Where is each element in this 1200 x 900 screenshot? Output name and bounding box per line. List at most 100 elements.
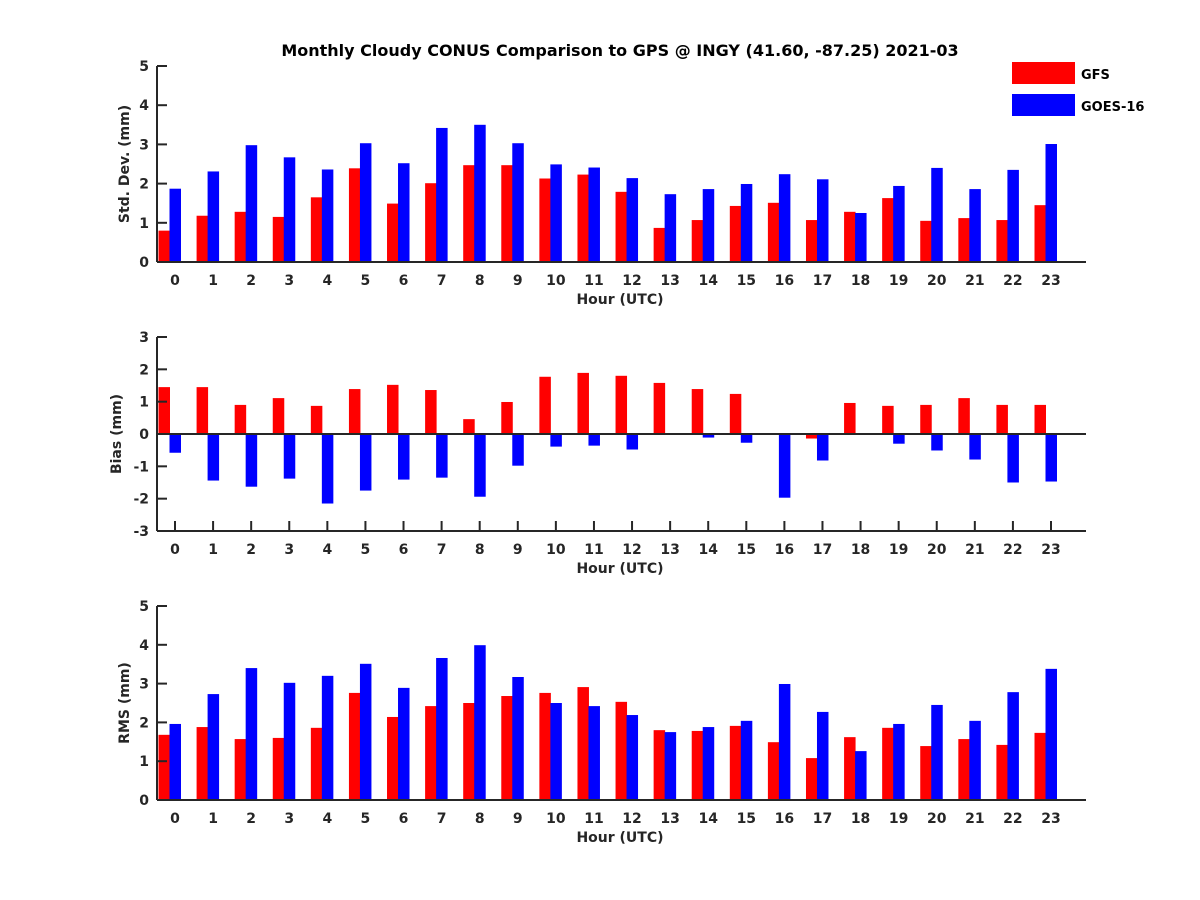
rms-ytick-label: 4 (139, 638, 149, 654)
bias-xtick-label: 5 (361, 542, 371, 558)
rms-xtick-label: 10 (546, 811, 566, 827)
bias-xtick-label: 14 (698, 542, 718, 558)
bar-rms-gfs-hour-10 (539, 692, 551, 800)
bar-rms-goes16-hour-14 (702, 727, 715, 800)
rms-ytick-label: 5 (139, 599, 149, 615)
bar-stddev-gfs-hour-12 (615, 191, 628, 262)
bar-bias-goes16-hour-14 (702, 434, 715, 438)
bar-stddev-goes16-hour-7 (436, 127, 448, 262)
bar-bias-goes16-hour-5 (359, 434, 372, 491)
bar-bias-gfs-hour-0 (158, 387, 170, 434)
bar-bias-gfs-hour-23 (1034, 404, 1046, 434)
bar-rms-goes16-hour-15 (740, 720, 753, 800)
bar-bias-gfs-hour-6 (387, 384, 399, 434)
bar-stddev-gfs-hour-18 (844, 211, 856, 262)
bar-bias-gfs-hour-17 (805, 434, 818, 439)
stddev-xtick-label: 3 (284, 273, 294, 289)
bias-ytick-label: 3 (139, 330, 149, 346)
rms-xtick-label: 19 (889, 811, 908, 827)
bar-rms-goes16-hour-5 (359, 663, 372, 800)
bar-rms-gfs-hour-2 (234, 739, 247, 800)
stddev-ytick-label: 5 (139, 59, 149, 75)
bar-rms-gfs-hour-18 (844, 737, 856, 800)
rms-xtick-label: 14 (698, 811, 718, 827)
bias-xtick-label: 17 (813, 542, 832, 558)
bar-rms-gfs-hour-23 (1034, 732, 1046, 800)
chart-title: Monthly Cloudy CONUS Comparison to GPS @… (281, 41, 958, 60)
stddev-ytick-label: 1 (139, 216, 149, 232)
bar-stddev-goes16-hour-11 (588, 167, 600, 262)
rms-xtick-label: 6 (399, 811, 409, 827)
bar-bias-goes16-hour-16 (778, 434, 791, 498)
stddev-xtick-label: 5 (361, 273, 371, 289)
rms-xtick-label: 9 (513, 811, 523, 827)
bar-rms-gfs-hour-16 (767, 742, 780, 800)
stddev-xtick-label: 1 (208, 273, 218, 289)
bias-xtick-label: 19 (889, 542, 908, 558)
bar-stddev-goes16-hour-22 (1007, 169, 1019, 262)
bias-xtick-label: 9 (513, 542, 523, 558)
rms-xtick-label: 0 (170, 811, 180, 827)
stddev-xtick-label: 13 (660, 273, 679, 289)
bar-rms-goes16-hour-19 (893, 723, 905, 800)
bias-xtick-label: 20 (927, 542, 947, 558)
bias-ytick-label: 1 (139, 395, 149, 411)
bias-ytick-label: -3 (133, 524, 149, 540)
bar-bias-goes16-hour-23 (1045, 434, 1057, 482)
bar-stddev-gfs-hour-5 (348, 168, 361, 262)
rms-xtick-label: 7 (437, 811, 447, 827)
bar-rms-goes16-hour-11 (588, 706, 600, 800)
rms-xtick-label: 4 (322, 811, 332, 827)
stddev-ytick-label: 0 (139, 255, 149, 271)
bar-rms-goes16-hour-9 (512, 677, 524, 800)
bar-stddev-goes16-hour-10 (550, 164, 562, 262)
bar-stddev-gfs-hour-9 (501, 165, 513, 262)
rms-xtick-label: 15 (737, 811, 756, 827)
bar-rms-gfs-hour-7 (425, 706, 437, 800)
bar-rms-gfs-hour-12 (615, 701, 628, 800)
bar-stddev-gfs-hour-11 (577, 174, 589, 262)
stddev-xtick-label: 9 (513, 273, 523, 289)
bar-rms-goes16-hour-3 (283, 682, 296, 800)
rms-ytick-label: 0 (139, 793, 149, 809)
bar-rms-gfs-hour-14 (691, 730, 704, 800)
bar-stddev-goes16-hour-23 (1045, 144, 1057, 262)
bar-bias-goes16-hour-15 (740, 434, 753, 443)
bias-xtick-label: 4 (322, 542, 332, 558)
bar-rms-gfs-hour-1 (196, 727, 209, 800)
bar-stddev-goes16-hour-2 (245, 145, 258, 262)
bias-x-axis-label: Hour (UTC) (576, 561, 663, 577)
bar-rms-goes16-hour-6 (398, 687, 410, 800)
bar-bias-goes16-hour-0 (169, 434, 181, 453)
bar-bias-gfs-hour-4 (310, 405, 323, 434)
bar-bias-goes16-hour-2 (245, 434, 258, 487)
bar-bias-goes16-hour-22 (1007, 434, 1019, 483)
rms-xtick-label: 20 (927, 811, 947, 827)
bar-stddev-goes16-hour-21 (969, 189, 981, 262)
stddev-xtick-label: 10 (546, 273, 566, 289)
bar-bias-gfs-hour-12 (615, 375, 628, 434)
rms-xtick-label: 23 (1041, 811, 1060, 827)
bias-xtick-label: 18 (851, 542, 870, 558)
bar-rms-gfs-hour-5 (348, 692, 361, 800)
bar-rms-gfs-hour-13 (653, 730, 666, 800)
bar-rms-gfs-hour-19 (882, 727, 894, 800)
bar-stddev-gfs-hour-7 (425, 183, 437, 262)
bar-bias-gfs-hour-7 (425, 390, 437, 434)
bias-ytick-label: -1 (133, 459, 149, 475)
bias-ytick-label: 2 (139, 362, 149, 378)
bias-xtick-label: 23 (1041, 542, 1060, 558)
bar-bias-gfs-hour-10 (539, 376, 551, 434)
bar-stddev-goes16-hour-9 (512, 143, 524, 262)
bar-bias-goes16-hour-17 (816, 434, 829, 461)
rms-xtick-label: 17 (813, 811, 832, 827)
bar-bias-goes16-hour-6 (398, 434, 410, 480)
bar-bias-gfs-hour-5 (348, 389, 361, 434)
bar-stddev-gfs-hour-21 (958, 218, 970, 262)
legend: GFS GOES-16 (1012, 62, 1144, 116)
bar-stddev-goes16-hour-1 (207, 171, 220, 262)
bar-stddev-goes16-hour-16 (778, 174, 791, 262)
bar-rms-gfs-hour-9 (501, 696, 513, 800)
bar-stddev-goes16-hour-18 (855, 213, 867, 262)
bar-bias-goes16-hour-1 (207, 434, 220, 481)
